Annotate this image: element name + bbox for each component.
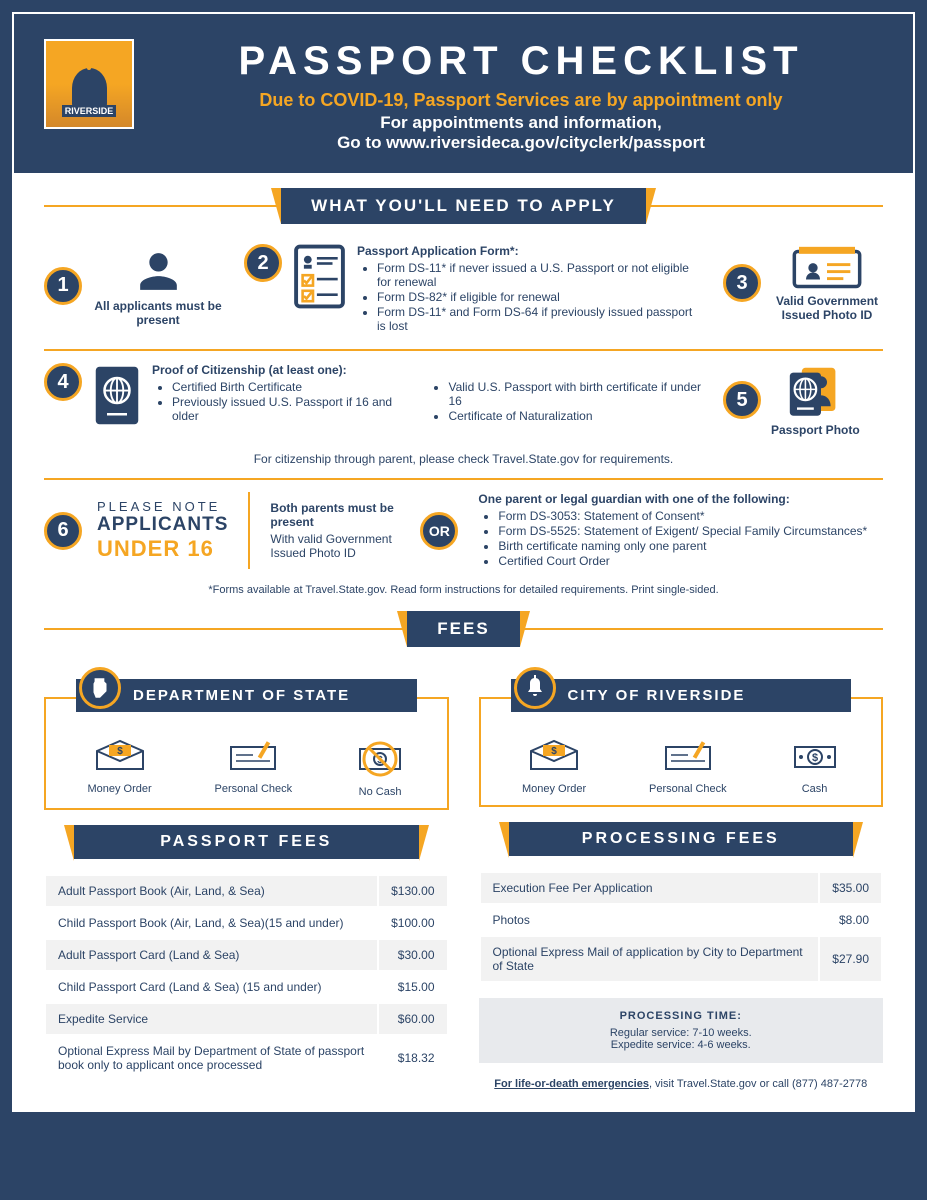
step-4-b2: Previously issued U.S. Passport if 16 an… [172,395,408,423]
check-icon [228,739,278,774]
step-2-b2: Form DS-82* if eligible for renewal [377,290,703,304]
step-2-b3: Form DS-11* and Form DS-64 if previously… [377,305,703,333]
step-6: 6 [44,512,82,550]
dos-m2: Personal Check [215,783,293,795]
processing-fees-banner: PROCESSING FEES [509,822,854,856]
money-order-icon: $ [95,739,145,774]
or-badge: OR [420,512,458,550]
need-banner: WHAT YOU'LL NEED TO APPLY [44,188,883,224]
svg-text:$: $ [117,746,123,757]
emergency-rest: , visit Travel.State.gov or call (877) 4… [649,1078,867,1090]
passport-fees-table: Adult Passport Book (Air, Land, & Sea)$1… [44,874,449,1082]
step-4-list-b: Valid U.S. Passport with birth certifica… [448,380,703,424]
no-cash-icon: $ [355,739,405,777]
california-icon [79,667,121,709]
covid-notice: Due to COVID-19, Passport Services are b… [159,90,883,111]
city-m2: Personal Check [649,783,727,795]
step-6-right-list: Form DS-3053: Statement of Consent* Form… [498,509,883,568]
person-icon [131,244,186,299]
step-4-b1: Certified Birth Certificate [172,380,408,394]
forms-footnote: *Forms available at Travel.State.gov. Re… [44,584,883,596]
city-header: CITY OF RIVERSIDE [511,679,852,712]
bell-icon [514,667,556,709]
step-2: 2 [244,244,282,282]
id-card-icon [792,244,862,294]
step-6-right-title: One parent or legal guardian with one of… [478,492,883,506]
passport-fees-banner: PASSPORT FEES [74,825,419,859]
table-row: Child Passport Card (Land & Sea) (15 and… [46,972,447,1002]
step-6-left-sub: With valid Government Issued Photo ID [270,532,400,560]
table-row: Expedite Service$60.00 [46,1004,447,1034]
need-banner-text: WHAT YOU'LL NEED TO APPLY [281,188,646,224]
fees-banner: FEES [44,611,883,647]
emergency-note: For life-or-death emergencies, visit Tra… [479,1078,884,1090]
processing-time-box: PROCESSING TIME: Regular service: 7-10 w… [479,998,884,1063]
step-6-rb4: Certified Court Order [498,554,883,568]
step-4-b3: Valid U.S. Passport with birth certifica… [448,380,703,408]
city-title: CITY OF RIVERSIDE [568,687,746,704]
city-m1: Money Order [522,783,586,795]
step-6-rb2: Form DS-5525: Statement of Exigent/ Spec… [498,524,883,538]
city-m3: Cash [790,783,840,795]
table-row: Child Passport Book (Air, Land, & Sea)(1… [46,908,447,938]
dos-m1: Money Order [87,783,151,795]
appt-url: Go to www.riversideca.gov/cityclerk/pass… [159,133,883,153]
step-1: 1 [44,267,82,305]
proc-time-1: Regular service: 7-10 weeks. [491,1027,872,1039]
step-2-title: Passport Application Form*: [357,244,703,258]
step-2-b1: Form DS-11* if never issued a U.S. Passp… [377,261,703,289]
step-1-caption: All applicants must be present [92,299,224,327]
proc-time-2: Expedite service: 4-6 weeks. [491,1039,872,1051]
dos-title: DEPARTMENT OF STATE [133,687,350,704]
step-4-title: Proof of Citizenship (at least one): [152,363,703,377]
fees-banner-text: FEES [407,611,519,647]
under16-l3: UNDER 16 [97,536,228,562]
step-6-left-title: Both parents must be present [270,501,400,529]
under16-l2: APPLICANTS [97,514,228,536]
table-row: Adult Passport Book (Air, Land, & Sea)$1… [46,876,447,906]
step-5-caption: Passport Photo [771,423,860,437]
dos-header: DEPARTMENT OF STATE [76,679,417,712]
table-row: Optional Express Mail by Department of S… [46,1036,447,1080]
money-order-icon: $ [529,739,579,774]
cash-icon: $ [790,739,840,774]
passport-photo-icon [785,363,845,423]
header: RIVERSIDE PASSPORT CHECKLIST Due to COVI… [14,14,913,173]
svg-text:$: $ [551,746,557,757]
step-4-list-a: Certified Birth Certificate Previously i… [172,380,408,424]
step-6-rb1: Form DS-3053: Statement of Consent* [498,509,883,523]
passport-icon [92,363,142,428]
step-5: 5 [723,381,761,419]
appt-info-1: For appointments and information, [159,113,883,133]
emergency-bold: For life-or-death emergencies [494,1078,649,1090]
step-6-rb3: Birth certificate naming only one parent [498,539,883,553]
step-3-caption: Valid Government Issued Photo ID [771,294,883,322]
svg-text:$: $ [811,752,817,764]
table-row: Execution Fee Per Application$35.00 [481,873,882,903]
table-row: Adult Passport Card (Land & Sea)$30.00 [46,940,447,970]
under16-l1: PLEASE NOTE [97,499,228,514]
check-icon [663,739,713,774]
step-2-list: Form DS-11* if never issued a U.S. Passp… [377,261,703,333]
step-4: 4 [44,363,82,401]
step-3: 3 [723,264,761,302]
step-4-note: For citizenship through parent, please c… [44,452,883,466]
city-logo: RIVERSIDE [44,39,134,129]
form-icon [292,244,347,309]
table-row: Optional Express Mail of application by … [481,937,882,981]
dos-m3: No Cash [355,786,405,798]
table-row: Photos$8.00 [481,905,882,935]
logo-name: RIVERSIDE [62,105,117,117]
proc-time-title: PROCESSING TIME: [491,1010,872,1022]
step-4-b4: Certificate of Naturalization [448,409,703,423]
processing-fees-table: Execution Fee Per Application$35.00 Phot… [479,871,884,983]
page-title: PASSPORT CHECKLIST [159,39,883,84]
